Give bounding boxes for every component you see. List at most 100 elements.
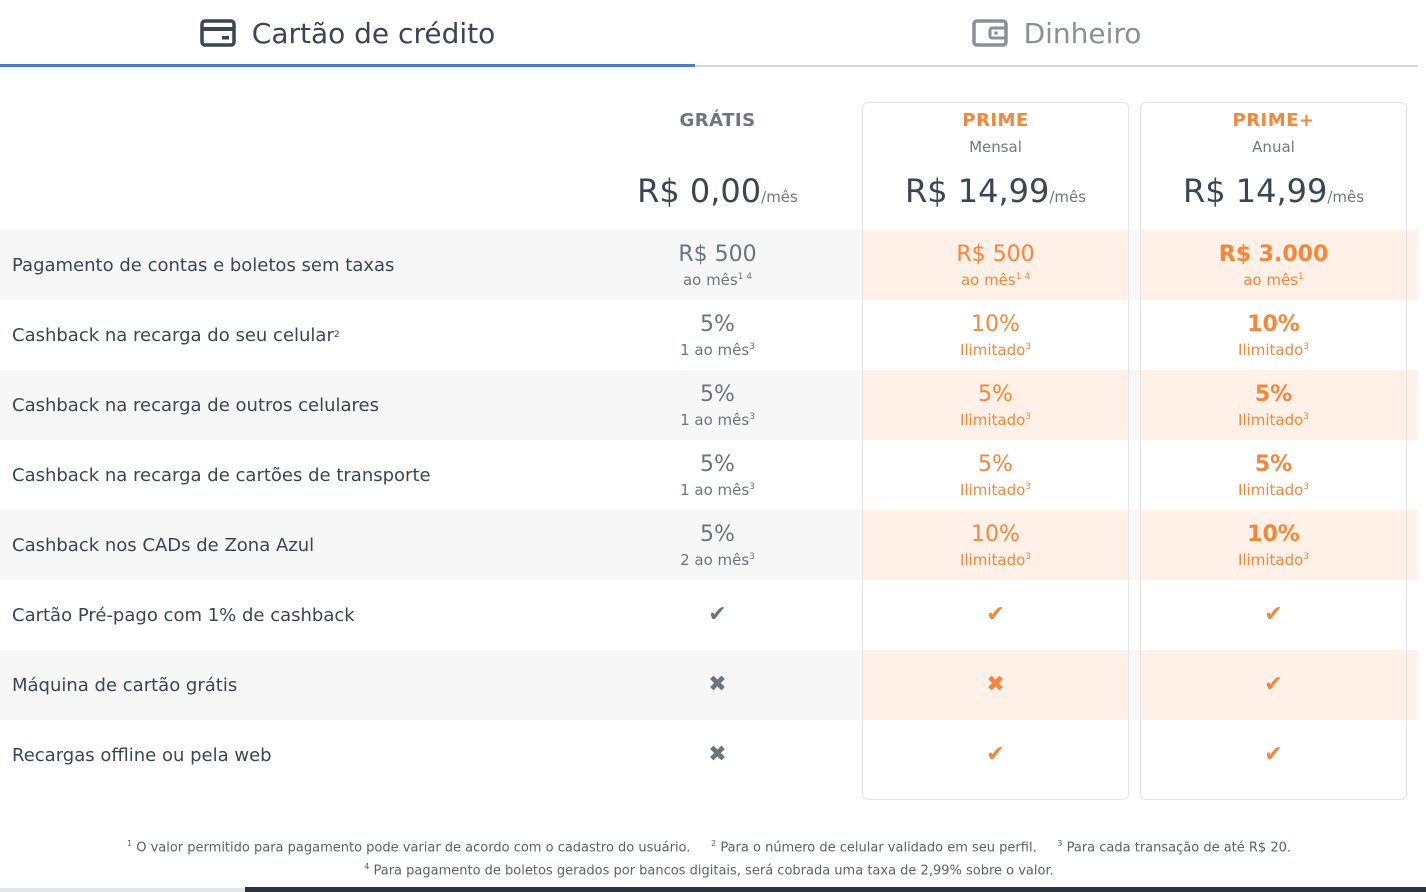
cell-subtext-label: Ilimitado bbox=[1237, 340, 1304, 359]
cell-value: 10% bbox=[971, 311, 1020, 337]
cell-subtext: Ilimitado3 bbox=[1238, 548, 1309, 569]
plan-name: GRÁTIS bbox=[679, 110, 756, 131]
table-row: Máquina de cartão grátis ✖ ✖ ✔ bbox=[0, 650, 1418, 720]
cell-free: 5% 1 ao mês3 bbox=[580, 370, 855, 440]
tab-credit-card-label: Cartão de crédito bbox=[251, 16, 496, 50]
check-icon: ✔ bbox=[708, 602, 727, 627]
plan-period: Mensal bbox=[969, 138, 1022, 156]
footnote-3: Para cada transação de até R$ 20. bbox=[1066, 840, 1292, 856]
feature-label: Máquina de cartão grátis bbox=[12, 650, 237, 720]
cell-value: 5% bbox=[700, 451, 735, 477]
cell-subtext: Ilimitado3 bbox=[960, 338, 1031, 359]
cell-subtext: ao mês1 bbox=[1243, 268, 1304, 289]
cell-prime: ✔ bbox=[862, 720, 1129, 790]
cell-subtext-label: Ilimitado bbox=[1237, 550, 1304, 569]
cell-value: R$ 500 bbox=[678, 241, 757, 267]
cell-subtext-label: ao mês bbox=[1243, 270, 1299, 289]
cell-free: 5% 2 ao mês3 bbox=[580, 510, 855, 580]
footnote-ref: 1 4 bbox=[1015, 271, 1031, 282]
cell-subtext: 1 ao mês3 bbox=[680, 478, 755, 499]
cell-subtext-label: 1 ao mês bbox=[680, 480, 750, 499]
plan-card-primeplus bbox=[1140, 102, 1407, 800]
cell-subtext: Ilimitado3 bbox=[960, 408, 1031, 429]
cell-subtext-label: 2 ao mês bbox=[680, 550, 750, 569]
cell-subtext-label: Ilimitado bbox=[959, 340, 1026, 359]
footnote-ref: 3 bbox=[1025, 341, 1032, 352]
table-row: Cashback na recarga de outros celulares 5… bbox=[0, 370, 1418, 440]
cell-subtext: Ilimitado3 bbox=[960, 548, 1031, 569]
cell-subtext: ao mês1 4 bbox=[683, 268, 752, 289]
plan-name: PRIME bbox=[962, 110, 1029, 131]
tab-credit-card[interactable]: Cartão de crédito bbox=[0, 0, 695, 66]
plan-price-free: R$ 0,00/mês bbox=[580, 172, 855, 210]
feature-label-text: Recargas offline ou pela web bbox=[12, 744, 272, 766]
cell-value: 5% bbox=[1254, 451, 1293, 477]
plan-name: PRIME+ bbox=[1232, 110, 1315, 131]
feature-label-text: Cartão Pré-pago com 1% de cashback bbox=[12, 604, 355, 626]
footnote-ref: 3 bbox=[749, 411, 755, 422]
cell-prime: ✔ bbox=[862, 580, 1129, 650]
scrollbar-thumb[interactable] bbox=[245, 887, 1426, 892]
footnote-number: 4 bbox=[364, 862, 370, 871]
table-row: Pagamento de contas e boletos sem taxas R… bbox=[0, 230, 1418, 300]
cell-subtext-label: ao mês bbox=[960, 270, 1016, 289]
cell-subtext-label: 1 ao mês bbox=[680, 340, 750, 359]
footnote-ref: 3 bbox=[1303, 481, 1310, 492]
cell-subtext: 2 ao mês3 bbox=[680, 548, 755, 569]
row-highlight bbox=[862, 510, 1129, 580]
footnote-ref: 1 4 bbox=[737, 271, 753, 282]
footnote-ref: 3 bbox=[1303, 551, 1310, 562]
cell-value: 10% bbox=[971, 521, 1020, 547]
feature-label-text: Cashback na recarga de outros celulares bbox=[12, 394, 379, 416]
cell-primeplus: ✔ bbox=[1140, 720, 1407, 790]
feature-label: Cashback nos CADs de Zona Azul bbox=[12, 510, 314, 580]
feature-label-text: Cashback na recarga do seu celular bbox=[12, 324, 334, 346]
tab-cash[interactable]: Dinheiro bbox=[695, 0, 1418, 66]
footnote-ref: 3 bbox=[749, 481, 755, 492]
price-value: R$ 14,99 bbox=[1182, 172, 1328, 210]
footnote-ref: 3 bbox=[1303, 341, 1310, 352]
cell-primeplus: 10% Ilimitado3 bbox=[1140, 300, 1407, 370]
footnote-ref: 1 bbox=[1298, 271, 1304, 282]
cell-value: 5% bbox=[700, 521, 735, 547]
feature-label-text: Pagamento de contas e boletos sem taxas bbox=[12, 254, 395, 276]
cross-icon: ✖ bbox=[986, 672, 1005, 697]
cell-free: ✖ bbox=[580, 650, 855, 720]
plan-header-free: GRÁTIS bbox=[580, 110, 855, 138]
cell-value: 5% bbox=[1254, 381, 1293, 407]
cell-primeplus: R$ 3.000 ao mês1 bbox=[1140, 230, 1407, 300]
row-highlight bbox=[1140, 230, 1417, 300]
footnote-2: Para o número de celular validado em seu… bbox=[720, 840, 1037, 856]
cell-value: R$ 500 bbox=[956, 241, 1035, 267]
tab-divider bbox=[695, 65, 1418, 67]
cell-prime: ✖ bbox=[862, 650, 1129, 720]
feature-label-text: Cashback na recarga de cartões de transp… bbox=[12, 464, 431, 486]
row-highlight bbox=[1140, 370, 1417, 440]
feature-label: Cashback na recarga de cartões de transp… bbox=[12, 440, 431, 510]
feature-label: Pagamento de contas e boletos sem taxas bbox=[12, 230, 394, 300]
cell-value: R$ 3.000 bbox=[1218, 241, 1329, 267]
cell-free: ✖ bbox=[580, 720, 855, 790]
cell-free: 5% 1 ao mês3 bbox=[580, 440, 855, 510]
cell-free: ✔ bbox=[580, 580, 855, 650]
cell-subtext-label: 1 ao mês bbox=[680, 410, 750, 429]
cell-primeplus: ✔ bbox=[1140, 650, 1407, 720]
check-icon: ✔ bbox=[986, 742, 1005, 767]
check-icon: ✔ bbox=[1264, 672, 1283, 697]
cell-subtext: Ilimitado3 bbox=[1238, 478, 1309, 499]
row-highlight bbox=[862, 230, 1129, 300]
footnote-4: Para pagamento de boletos gerados por ba… bbox=[373, 863, 1054, 879]
footnote-ref: 3 bbox=[749, 341, 755, 352]
plan-card-prime bbox=[862, 102, 1129, 800]
plan-price-primeplus: R$ 14,99/mês bbox=[1140, 172, 1407, 210]
cell-subtext-label: Ilimitado bbox=[959, 410, 1026, 429]
credit-card-icon bbox=[200, 19, 236, 47]
price-period: /mês bbox=[1049, 188, 1087, 206]
table-row: Cashback na recarga de cartões de transp… bbox=[0, 440, 1418, 510]
row-highlight bbox=[862, 650, 1129, 720]
table-row: Cartão Pré-pago com 1% de cashback ✔ ✔ ✔ bbox=[0, 580, 1418, 650]
active-tab-indicator bbox=[0, 64, 695, 67]
cell-subtext: Ilimitado3 bbox=[1238, 408, 1309, 429]
footnote-ref: 3 bbox=[1303, 411, 1310, 422]
feature-label: Recargas offline ou pela web bbox=[12, 720, 272, 790]
